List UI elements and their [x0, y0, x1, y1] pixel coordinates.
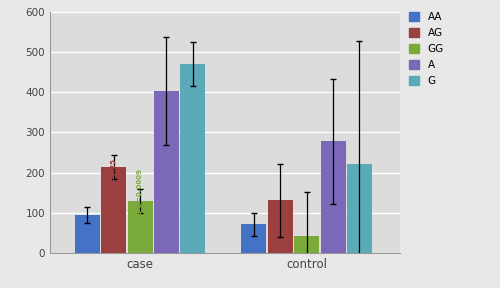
Text: OR=1.444 p=0.001: OR=1.444 p=0.001: [190, 97, 196, 173]
Bar: [294, 236, 319, 253]
Bar: [268, 200, 293, 253]
Bar: [128, 201, 152, 253]
Bar: [75, 215, 100, 253]
Bar: [101, 167, 126, 253]
Bar: [320, 141, 345, 253]
Bar: [242, 224, 266, 253]
Bar: [180, 64, 205, 253]
Bar: [154, 91, 179, 253]
Text: OR=2.138 p=0.0009: OR=2.138 p=0.0009: [137, 169, 143, 249]
Bar: [347, 164, 372, 253]
Legend: AA, AG, GG, A, G: AA, AG, GG, A, G: [408, 12, 444, 86]
Text: OR=1.246 p=0.25: OR=1.246 p=0.25: [110, 159, 116, 229]
